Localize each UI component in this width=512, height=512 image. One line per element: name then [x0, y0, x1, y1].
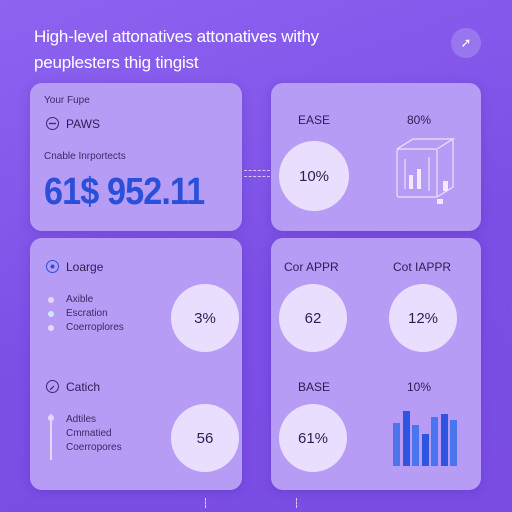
- bar: [412, 425, 419, 466]
- categories-card[interactable]: Loarge Axible Escration Coerroplores 3% …: [30, 238, 242, 490]
- ease-percent-heading: 80%: [407, 113, 432, 127]
- list-bullet: [48, 297, 54, 303]
- list-bullet: [48, 415, 54, 421]
- base-percent-heading: 10%: [407, 380, 432, 394]
- leage-title: Loarge: [66, 260, 104, 274]
- leage-item-1: Axible: [66, 294, 94, 305]
- leage-item-2: Escration: [66, 308, 108, 319]
- apps-heading-right: Cot IAPPR: [393, 260, 452, 274]
- bar: [431, 416, 438, 466]
- balance-subtitle: Cnable Inrportects: [44, 151, 126, 162]
- bar-chart: [393, 408, 457, 466]
- apps-heading-left: Cor APPR: [284, 260, 339, 274]
- tick-mark: [296, 498, 297, 508]
- bar: [421, 434, 429, 466]
- catich-item-1: Adtiles: [66, 414, 97, 425]
- catich-item-2: Cmmatied: [66, 428, 112, 439]
- connector-line: [244, 170, 270, 171]
- leage-item-3: Coerroplores: [66, 322, 124, 333]
- balance-card[interactable]: Your Fupe PAWS Cnable Inrportects 61$ 95…: [30, 83, 242, 231]
- ease-heading: EASE: [298, 113, 331, 127]
- catich-title: Catich: [66, 380, 101, 394]
- apps-circle-left: 62: [279, 284, 347, 352]
- base-circle: 61%: [279, 404, 347, 472]
- catich-item-3: Coerropores: [66, 442, 122, 453]
- search-icon: [46, 380, 59, 393]
- apps-card[interactable]: Cor APPR Cot IAPPR 62 12% BASE 10% 61%: [271, 238, 481, 490]
- title-line-2: peuplesters thig tingist: [34, 53, 199, 72]
- balance-amount: 61$ 952.11: [44, 171, 205, 213]
- ease-card[interactable]: EASE 80% 10%: [271, 83, 481, 231]
- account-label: PAWS: [66, 117, 101, 131]
- list-track: [50, 414, 52, 460]
- ease-circle: 10%: [279, 141, 349, 211]
- bar: [393, 422, 400, 466]
- arrow-icon: ➚: [460, 35, 472, 50]
- tick-mark: [205, 498, 206, 508]
- list-bullet: [48, 325, 54, 331]
- arrow-button[interactable]: ➚: [451, 28, 481, 58]
- bar: [440, 413, 448, 466]
- bar: [402, 410, 410, 466]
- catich-circle: 56: [171, 404, 239, 472]
- page-title: High-level attonatives attonatives withy…: [34, 24, 434, 76]
- bar: [450, 419, 457, 466]
- cube-illustration: [396, 138, 456, 204]
- leage-circle: 3%: [171, 284, 239, 352]
- connector-line: [244, 176, 270, 177]
- pin-icon: [46, 260, 59, 273]
- title-line-1: High-level attonatives attonatives withy: [34, 27, 319, 46]
- list-bullet: [48, 311, 54, 317]
- account-icon: [46, 117, 59, 130]
- base-heading: BASE: [298, 380, 331, 394]
- apps-circle-right: 12%: [389, 284, 457, 352]
- balance-card-label: Your Fupe: [44, 95, 90, 106]
